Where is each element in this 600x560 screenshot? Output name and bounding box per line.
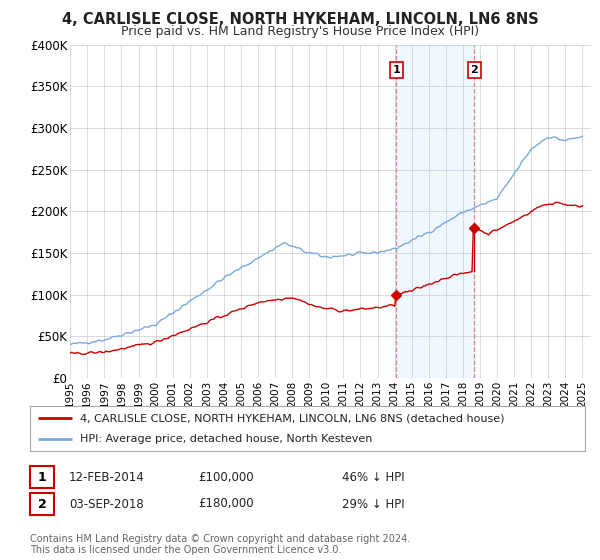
- Text: £100,000: £100,000: [198, 470, 254, 484]
- Text: 4, CARLISLE CLOSE, NORTH HYKEHAM, LINCOLN, LN6 8NS: 4, CARLISLE CLOSE, NORTH HYKEHAM, LINCOL…: [62, 12, 538, 27]
- Text: This data is licensed under the Open Government Licence v3.0.: This data is licensed under the Open Gov…: [30, 545, 341, 555]
- Text: 12-FEB-2014: 12-FEB-2014: [69, 470, 145, 484]
- Text: 2: 2: [470, 65, 478, 75]
- Text: 4, CARLISLE CLOSE, NORTH HYKEHAM, LINCOLN, LN6 8NS (detached house): 4, CARLISLE CLOSE, NORTH HYKEHAM, LINCOL…: [80, 413, 505, 423]
- Text: Price paid vs. HM Land Registry's House Price Index (HPI): Price paid vs. HM Land Registry's House …: [121, 25, 479, 38]
- Text: 2: 2: [38, 497, 46, 511]
- Text: HPI: Average price, detached house, North Kesteven: HPI: Average price, detached house, Nort…: [80, 433, 373, 444]
- Text: 1: 1: [38, 470, 46, 484]
- Text: £180,000: £180,000: [198, 497, 254, 511]
- Text: Contains HM Land Registry data © Crown copyright and database right 2024.: Contains HM Land Registry data © Crown c…: [30, 534, 410, 544]
- Text: 46% ↓ HPI: 46% ↓ HPI: [342, 470, 404, 484]
- Bar: [397, 45, 475, 378]
- Text: 29% ↓ HPI: 29% ↓ HPI: [342, 497, 404, 511]
- Text: 1: 1: [392, 65, 400, 75]
- Text: 03-SEP-2018: 03-SEP-2018: [69, 497, 144, 511]
